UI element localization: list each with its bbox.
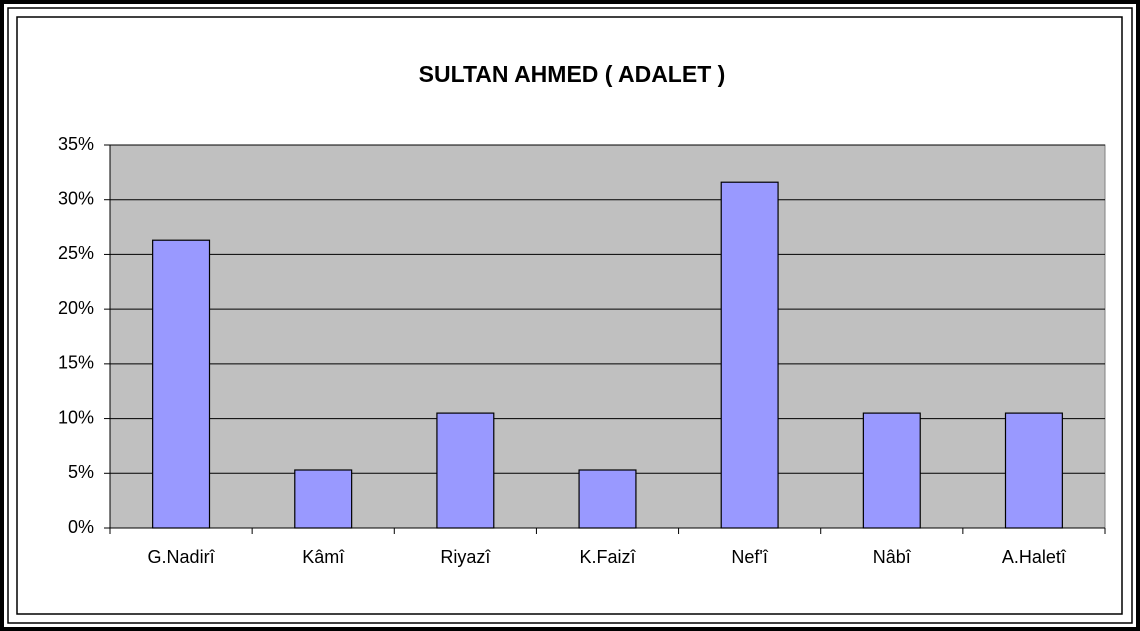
- x-tick-label: Riyazî: [440, 547, 491, 567]
- x-tick-label: K.Faizî: [579, 547, 636, 567]
- y-tick-label: 30%: [58, 188, 94, 208]
- y-tick-label: 20%: [58, 298, 94, 318]
- bar: [720, 181, 779, 529]
- bar: [436, 412, 495, 529]
- bar: [578, 469, 637, 529]
- chart-title: SULTAN AHMED ( ADALET ): [419, 61, 726, 87]
- plot-area: [109, 144, 1106, 529]
- y-tick-label: 35%: [58, 134, 94, 154]
- x-tick-label: Kâmî: [302, 547, 345, 567]
- x-tick-label: G.Nadirî: [148, 547, 216, 567]
- x-tick-label: Nâbî: [873, 547, 912, 567]
- inner-frame: [7, 7, 1133, 624]
- bar: [294, 469, 353, 529]
- x-tick-label: Nef'î: [731, 547, 768, 567]
- y-tick-label: 0%: [68, 517, 94, 537]
- y-tick-label: 5%: [68, 462, 94, 482]
- y-tick-label: 15%: [58, 353, 94, 373]
- bar: [1004, 412, 1063, 529]
- bar: [862, 412, 921, 529]
- y-tick-label: 10%: [58, 407, 94, 427]
- bar: [152, 239, 211, 529]
- y-tick-label: 25%: [58, 243, 94, 263]
- x-tick-label: A.Haletî: [1002, 547, 1067, 567]
